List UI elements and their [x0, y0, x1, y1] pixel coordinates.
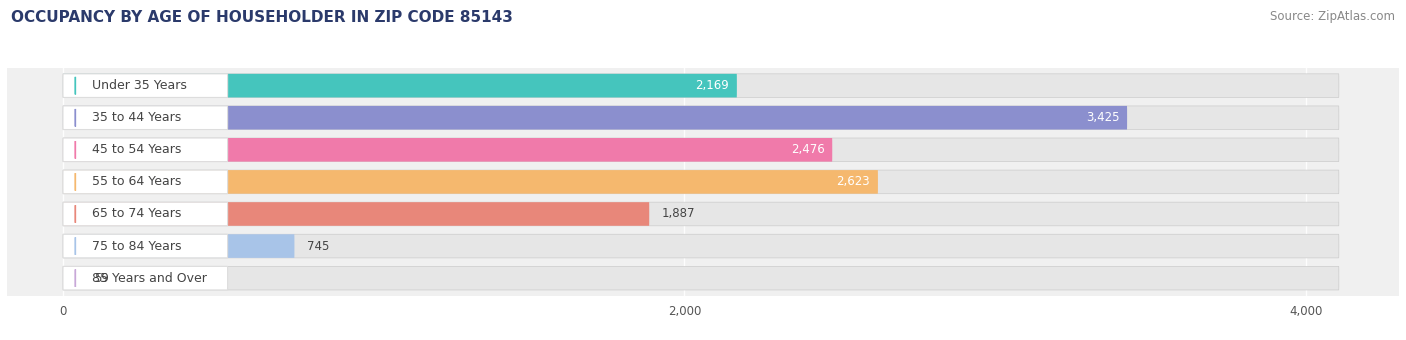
FancyBboxPatch shape [63, 138, 228, 162]
FancyBboxPatch shape [63, 234, 294, 258]
FancyBboxPatch shape [63, 234, 228, 258]
FancyBboxPatch shape [63, 266, 228, 290]
FancyBboxPatch shape [63, 170, 1339, 194]
Text: 55 to 64 Years: 55 to 64 Years [93, 175, 181, 188]
FancyBboxPatch shape [63, 266, 1339, 290]
FancyBboxPatch shape [63, 202, 650, 226]
Text: 2,169: 2,169 [696, 79, 730, 92]
FancyBboxPatch shape [63, 74, 228, 98]
FancyBboxPatch shape [63, 106, 1339, 130]
Text: 2,623: 2,623 [837, 175, 870, 188]
FancyBboxPatch shape [63, 202, 1339, 226]
FancyBboxPatch shape [63, 74, 737, 98]
FancyBboxPatch shape [63, 234, 1339, 258]
Text: Under 35 Years: Under 35 Years [93, 79, 187, 92]
Text: Source: ZipAtlas.com: Source: ZipAtlas.com [1270, 10, 1395, 23]
Text: 59: 59 [94, 272, 108, 285]
FancyBboxPatch shape [63, 106, 228, 130]
FancyBboxPatch shape [63, 74, 1339, 98]
FancyBboxPatch shape [63, 170, 877, 194]
Text: 35 to 44 Years: 35 to 44 Years [93, 111, 181, 124]
Text: 2,476: 2,476 [790, 143, 824, 156]
FancyBboxPatch shape [63, 202, 228, 226]
FancyBboxPatch shape [63, 106, 1128, 130]
Text: 1,887: 1,887 [662, 207, 695, 220]
Text: 45 to 54 Years: 45 to 54 Years [93, 143, 181, 156]
Text: 85 Years and Over: 85 Years and Over [93, 272, 207, 285]
Text: OCCUPANCY BY AGE OF HOUSEHOLDER IN ZIP CODE 85143: OCCUPANCY BY AGE OF HOUSEHOLDER IN ZIP C… [11, 10, 513, 25]
Text: 745: 745 [307, 240, 329, 253]
Text: 3,425: 3,425 [1085, 111, 1119, 124]
FancyBboxPatch shape [63, 266, 82, 290]
FancyBboxPatch shape [63, 138, 832, 162]
Text: 65 to 74 Years: 65 to 74 Years [93, 207, 181, 220]
Text: 75 to 84 Years: 75 to 84 Years [93, 240, 181, 253]
FancyBboxPatch shape [63, 138, 1339, 162]
FancyBboxPatch shape [63, 170, 228, 194]
